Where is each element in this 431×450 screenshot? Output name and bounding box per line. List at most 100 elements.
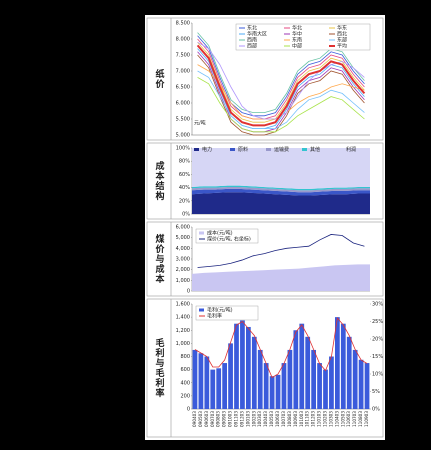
y-tick-label: 400 (180, 380, 190, 386)
legend-label: 电力 (202, 146, 212, 153)
y-tick-label: 5.000 (176, 133, 190, 139)
side-label: 纸价 (154, 68, 165, 89)
series-line (197, 77, 365, 133)
x-tick-label: 110203 (323, 411, 328, 427)
panel-frame (146, 142, 384, 220)
x-tick-label: 091003 (228, 411, 233, 427)
bar (352, 349, 358, 409)
bar (281, 363, 287, 409)
stacked-area (192, 185, 370, 191)
series-line (197, 54, 365, 136)
x-tick-label: 090703 (210, 411, 215, 427)
bar (251, 336, 257, 409)
y-tick-label: 800 (180, 354, 190, 360)
bar (216, 368, 222, 409)
legend-label: 毛利率 (207, 313, 222, 320)
y-tick-label: 3,000 (176, 257, 190, 263)
x-tick-label: 090503 (198, 411, 203, 427)
x-tick-label: 091203 (239, 411, 244, 427)
x-tick-label: 110903 (364, 411, 369, 427)
x-tick-label: 091103 (234, 411, 239, 427)
y-tick-label: 7.500 (176, 53, 190, 59)
legend-label: 东南 (292, 37, 302, 44)
x-tick-label: 090403 (192, 411, 197, 427)
x-tick-label: 100603 (275, 411, 280, 427)
legend-label: 华北 (292, 25, 302, 32)
y-tick-label: 20% (179, 198, 190, 204)
x-tick-label: 110803 (358, 411, 363, 427)
y-tick-label: 0 (187, 289, 190, 295)
bar (305, 336, 311, 409)
y-tick-label: 4,000 (176, 246, 190, 252)
series-line (194, 317, 368, 379)
bar (234, 323, 239, 409)
legend-label: 西南 (247, 37, 257, 44)
bar (287, 349, 293, 409)
legend-box (195, 228, 259, 244)
y-tick-label: 7.000 (176, 69, 190, 75)
series-line (197, 48, 365, 129)
y-tick-label: 8.500 (176, 21, 190, 27)
legend-label: 华中 (292, 31, 302, 38)
bar (346, 336, 352, 409)
y-tick-label: 60% (179, 172, 190, 178)
y-tick-label: 200 (180, 393, 190, 399)
area (192, 264, 370, 291)
y-tick-label: 0% (182, 212, 190, 218)
legend-label: 东部 (337, 37, 347, 44)
y-tick-label: 2,000 (176, 267, 190, 273)
legend-box (195, 305, 259, 321)
x-tick-label: 110303 (328, 411, 333, 427)
legend-swatch (338, 148, 343, 151)
bar (329, 356, 334, 409)
bar (204, 356, 210, 409)
y-tick-label: 6.000 (176, 101, 190, 107)
legend-label: 华东 (337, 25, 347, 32)
y2-tick-label: 25% (372, 319, 383, 325)
bar (358, 359, 364, 409)
bar (198, 353, 204, 409)
y-tick-label: 1,400 (176, 315, 190, 321)
y-axis-label: 元/吨 (194, 120, 206, 127)
bar (311, 349, 317, 409)
y-tick-label: 5,000 (176, 235, 190, 241)
panel-frame (146, 221, 384, 297)
x-tick-label: 100403 (263, 411, 268, 427)
y-tick-label: 1,600 (176, 302, 190, 308)
series-line (197, 70, 365, 129)
x-tick-label: 101203 (311, 411, 316, 427)
bar (334, 317, 340, 409)
legend-swatch (302, 148, 307, 151)
side-label: 成本结构 (154, 160, 165, 201)
legend-label: 平均 (337, 43, 347, 50)
series-line (197, 35, 365, 117)
y-tick-label: 40% (179, 185, 190, 191)
bar (340, 323, 346, 409)
x-tick-label: 100203 (251, 411, 256, 427)
x-tick-label: 110703 (352, 411, 357, 427)
x-tick-label: 100103 (245, 411, 250, 427)
x-tick-label: 100303 (257, 411, 262, 427)
x-tick-label: 100503 (269, 411, 274, 427)
y-tick-label: 8.000 (176, 37, 190, 43)
y-tick-label: 6.500 (176, 85, 190, 91)
legend-label: 东北 (247, 25, 257, 32)
y2-tick-label: 30% (372, 302, 383, 308)
legend-label: 利润 (346, 146, 356, 153)
legend-label: 煤价(元/吨, 右坐标) (207, 236, 251, 243)
series-line (197, 32, 365, 113)
legend-label: 运输费 (274, 146, 289, 153)
y-tick-label: 0 (187, 407, 190, 413)
stacked-area (192, 186, 370, 193)
y-tick-label: 80% (179, 159, 190, 165)
side-label: 毛利与毛利率 (154, 337, 166, 398)
bar (299, 323, 305, 409)
x-tick-label: 100803 (287, 411, 292, 427)
y-tick-label: 1,000 (176, 278, 190, 284)
legend-label: 中部 (292, 43, 302, 50)
stacked-area (192, 188, 370, 196)
legend-label: 西北 (337, 31, 347, 38)
legend-label: 成本(元/吨) (207, 230, 233, 237)
legend-label: 毛利(元/吨) (207, 307, 233, 314)
